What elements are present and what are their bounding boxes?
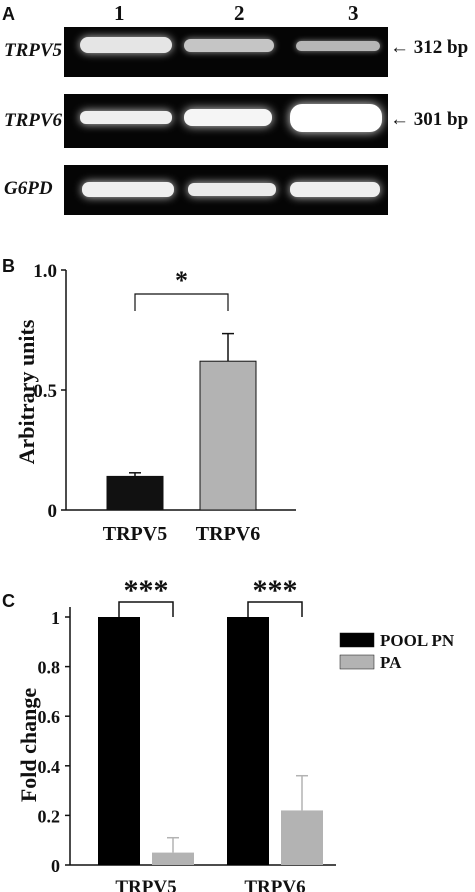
gel-trpv5 xyxy=(64,27,388,77)
chart-b-bar xyxy=(106,475,164,511)
band xyxy=(296,41,380,51)
chart-c-ytick-label: 0.2 xyxy=(38,806,61,826)
arrow-left-icon: ← xyxy=(390,109,409,130)
gene-label-trpv6: TRPV6 xyxy=(4,110,63,131)
band xyxy=(184,109,272,126)
chart-b-category-label: TRPV6 xyxy=(196,523,260,545)
band xyxy=(290,104,382,132)
chart-b-significance-mark: * xyxy=(175,266,188,295)
band xyxy=(80,111,172,124)
band xyxy=(290,182,380,197)
chart-c-significance-mark: *** xyxy=(253,574,298,607)
chart-c-bar xyxy=(152,852,194,865)
chart-c: Fold change 0 0.2 0.4 0.6 0.8 1 TRPV5 *** TRPV6 *… xyxy=(16,574,455,892)
chart-c-category-label: TRPV5 xyxy=(115,877,176,892)
bp-label-trpv5: ← 312 bp xyxy=(390,37,468,59)
chart-c-ytick-label: 0.4 xyxy=(38,757,61,777)
chart-b-significance-bracket xyxy=(134,293,229,311)
arrow-left-icon: ← xyxy=(390,37,409,58)
chart-c-ytick-label: 0.6 xyxy=(38,707,61,727)
chart-c-legend-swatch xyxy=(339,654,375,670)
chart-c-category-label: TRPV6 xyxy=(244,877,305,892)
chart-c-legend-swatch xyxy=(339,632,375,648)
chart-b-ytick-label: 0 xyxy=(48,501,58,522)
chart-c-significance-bracket xyxy=(118,601,174,617)
chart-c-significance-mark: *** xyxy=(124,574,169,607)
chart-c-bar xyxy=(227,617,269,865)
chart-b-ylabel: Arbitrary units xyxy=(14,319,39,464)
chart-c-ylabel: Fold change xyxy=(16,688,41,803)
chart-c-bar xyxy=(281,810,323,865)
bp-label-trpv5-text: 312 bp xyxy=(413,37,469,58)
chart-c-legend-label: PA xyxy=(380,653,402,672)
gel-trpv6 xyxy=(64,94,388,148)
lane-number-3: 3 xyxy=(348,1,359,25)
lane-number-2: 2 xyxy=(234,1,245,25)
gene-label-g6pd: G6PD xyxy=(4,178,53,199)
chart-b: Arbitrary units 0 0.5 1.0 TRPV5 TRPV6 * xyxy=(14,261,296,545)
gene-label-trpv5: TRPV5 xyxy=(4,40,63,61)
chart-c-ytick-label: 0.8 xyxy=(38,658,61,678)
chart-c-ytick-label: 0 xyxy=(51,856,60,876)
lane-number-1: 1 xyxy=(114,1,125,25)
chart-b-ytick-label: 0.5 xyxy=(33,381,57,402)
chart-c-legend-label: POOL PN xyxy=(380,631,455,650)
gel-g6pd xyxy=(64,165,388,215)
bp-label-trpv6-text: 301 bp xyxy=(413,109,469,130)
chart-b-ytick-label: 1.0 xyxy=(33,261,57,282)
panel-b-letter: B xyxy=(2,256,15,276)
chart-b-bar xyxy=(199,360,257,511)
chart-c-ytick-label: 1 xyxy=(51,608,60,628)
band xyxy=(184,39,274,52)
band xyxy=(80,37,172,53)
band xyxy=(82,182,174,197)
panel-c-letter: C xyxy=(2,591,15,611)
chart-b-category-label: TRPV5 xyxy=(103,523,167,545)
bp-label-trpv6: ← 301 bp xyxy=(390,109,468,131)
band xyxy=(188,183,276,196)
chart-c-significance-bracket xyxy=(247,601,303,617)
chart-c-bar xyxy=(98,617,140,865)
panel-a-letter: A xyxy=(2,4,15,24)
